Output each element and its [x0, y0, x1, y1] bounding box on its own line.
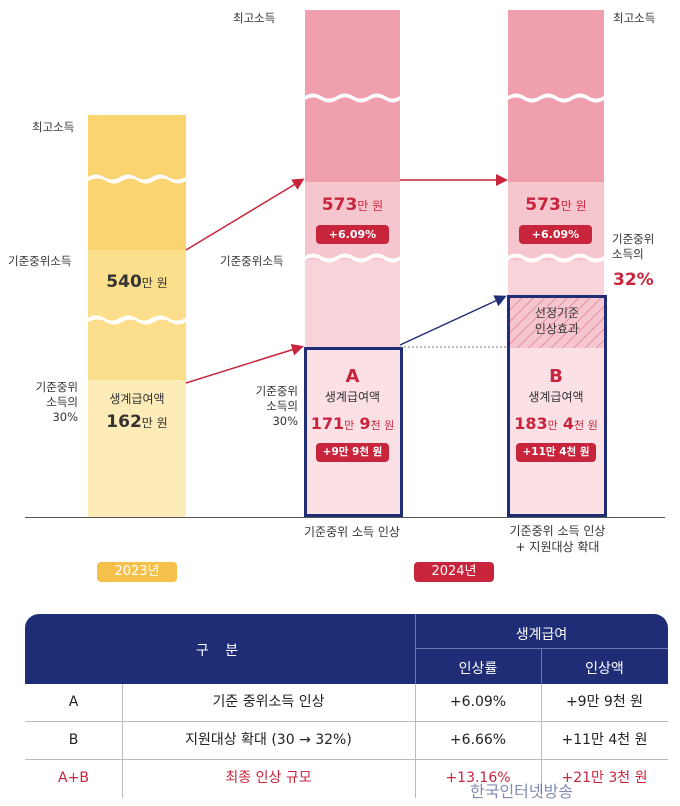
watermark-logo: 한국인터넷방송 [470, 782, 574, 801]
letter-b: B [549, 366, 563, 387]
bar-2023 [88, 115, 186, 517]
median-pill-b: +6.09% [519, 225, 592, 244]
table-row-total: A+B 최종 인상 규모 +13.16% +21만 3천 원 [25, 760, 668, 797]
letter-a: A [345, 366, 360, 387]
row-label: B [68, 732, 79, 748]
wave-break [305, 93, 400, 103]
bar-a-median [305, 182, 400, 260]
label-median32-b: 기준중위 소득의 [612, 232, 655, 261]
table-header [25, 614, 668, 684]
bar-2023-upper [88, 115, 186, 250]
median-amount-a: 573만 원 [321, 195, 384, 215]
table-header-divider-v2 [541, 648, 542, 684]
label-top-income-2023: 최고소득 [32, 120, 75, 134]
label-median-income-2023: 기준중위소득 [8, 254, 72, 268]
row-amount: +11만 4천 원 [561, 732, 648, 748]
benefit-amount-b: 183만 4천 원 [514, 414, 598, 433]
bar-b-median [508, 182, 604, 260]
caption-b: 기준중위 소득 인상 + 지원대상 확대 [509, 524, 606, 554]
arrows-overlay [185, 174, 508, 384]
benefit-title-2023: 생계급여액 [109, 392, 165, 406]
row-label: A [68, 694, 79, 710]
benefit-title-b: 생계급여액 [528, 390, 584, 404]
wave-break [508, 93, 604, 103]
table-header-divider-v [415, 614, 416, 684]
row-rate: +6.09% [449, 694, 507, 710]
row-desc: 최종 인상 규모 [225, 770, 312, 786]
row-label: A+B [58, 770, 89, 786]
wave-break [508, 253, 604, 263]
table-header-gubun: 구 분 [195, 643, 245, 659]
row-rate: +6.66% [449, 732, 507, 748]
label-median-income-a: 기준중위소득 [220, 254, 284, 268]
label-32pct: 32% [613, 270, 654, 290]
year-badge-2023: 2023년 [97, 562, 177, 582]
row-desc: 지원대상 확대 (30 → 32%) [185, 732, 352, 748]
caption-a: 기준중위 소득 인상 [304, 525, 400, 539]
table-vline [415, 684, 416, 798]
benefit-amount-2023: 162만 원 [106, 412, 168, 432]
wave-break [88, 174, 186, 184]
table-row: B 지원대상 확대 (30 → 32%) +6.66% +11만 4천 원 [25, 722, 668, 760]
table-vline [122, 684, 123, 798]
label-median30-2023: 기준중위 소득의 30% [35, 380, 78, 424]
table-header-group: 생계급여 [515, 627, 568, 643]
bar-2023-lower [88, 380, 186, 517]
label-median30-a: 기준중위 소득의 30% [255, 384, 298, 428]
table-row: A 기준 중위소득 인상 +6.09% +9만 9천 원 [25, 684, 668, 722]
label-top-income-a: 최고소득 [233, 11, 276, 25]
arrow-benefit-a-to-b [399, 295, 507, 346]
median-amount-b: 573만 원 [525, 195, 587, 215]
wave-break [305, 253, 400, 263]
benefit-box-a [304, 347, 403, 517]
label-top-income-b: 최고소득 [613, 11, 656, 25]
year-badge-2024: 2024년 [414, 562, 494, 582]
row-rate: +13.16% [445, 770, 511, 786]
arrow-median-2023-to-a [185, 178, 305, 251]
row-desc: 기준 중위소득 인상 [212, 694, 325, 710]
table-header-rate: 인상률 [458, 661, 498, 677]
benefit-pill-b: +11만 4천 원 [516, 443, 596, 462]
row-amount: +9만 9천 원 [565, 694, 644, 710]
benefit-title-a: 생계급여액 [324, 390, 381, 404]
arrow-benefit-2023-to-a [185, 343, 304, 384]
benefit-pill-a: +9만 9천 원 [316, 443, 389, 462]
baseline [25, 517, 665, 518]
benefit-amount-a: 171만 9천 원 [310, 414, 395, 433]
selection-effect-label: 선정기준 인상효과 [534, 306, 580, 336]
row-amount: +21만 3천 원 [561, 770, 648, 786]
median-amount-2023: 540만 원 [106, 272, 168, 292]
median-pill-a: +6.09% [316, 225, 389, 244]
table-header-amount: 인상액 [585, 661, 624, 677]
table-vline [541, 684, 542, 798]
bar-2023-middle [88, 250, 186, 380]
selection-effect-hatch [510, 298, 604, 348]
wave-break [88, 315, 186, 325]
